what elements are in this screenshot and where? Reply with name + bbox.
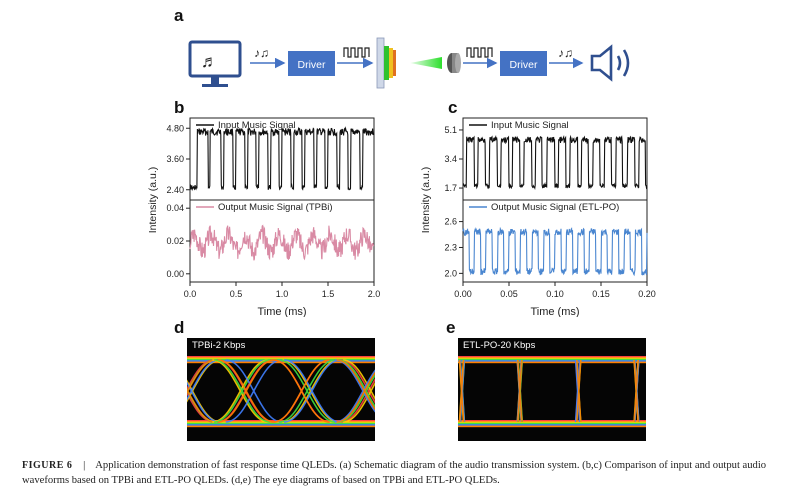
x-tick-label-c-2: 0.10 — [546, 289, 564, 299]
eye-trace-3-4 — [336, 359, 375, 423]
driver-label-left: Driver — [298, 59, 327, 71]
photodetector-icon — [447, 53, 461, 73]
chart-c: 0.00 0.05 0.10 0.15 0.20 Time (ms) Intensity (… — [420, 117, 656, 317]
y-axis-label-b: Intensity (a.u.) — [147, 167, 159, 234]
eye-trace-1-4 — [218, 359, 275, 423]
panel-letter-d: d — [174, 318, 185, 337]
eye-rail-top-3 — [187, 360, 375, 362]
y-tick-label-b-1-1: 0.02 — [166, 236, 184, 246]
series-line-b-0 — [189, 126, 375, 192]
caption-separator: | — [83, 460, 86, 471]
y-tick-label-c-1-2: 2.6 — [444, 217, 457, 227]
eye-trace-3-0 — [340, 359, 375, 423]
eye-rail-bottom-4 — [187, 425, 375, 428]
x-tick-label-c-0: 0.00 — [454, 289, 472, 299]
eye-rail-bottom-0 — [187, 420, 375, 422]
computer-with-music-icon: ♬ — [188, 40, 242, 87]
panel-letter-e: e — [446, 318, 456, 337]
legend-label-c-1: Output Music Signal (ETL-PO) — [491, 202, 619, 213]
x-tick-label-b-3: 1.5 — [322, 289, 335, 299]
eye-rail-bottom-1 — [458, 421, 646, 423]
x-tick-label-b-4: 2.0 — [368, 289, 381, 299]
eye-trace-3-1 — [342, 359, 375, 423]
y-tick-label-b-0-1: 3.60 — [166, 154, 184, 164]
eye-trace-1-1 — [212, 359, 269, 423]
schematic-diagram: ♬ ♪♫ Driver Driver ♪♫ — [188, 37, 630, 89]
y-tick-label-b-1-2: 0.04 — [166, 203, 184, 213]
eye-rail-bottom-0 — [458, 420, 646, 422]
legend-label-b-1: Output Music Signal (TPBi) — [218, 202, 333, 213]
legend-label-b-0: Input Music Signal — [218, 120, 296, 131]
y-tick-label-c-0-1: 3.4 — [444, 154, 457, 164]
caption-text: Application demonstration of fast respon… — [22, 460, 767, 486]
eye-trace-2-2 — [279, 359, 336, 423]
y-tick-label-b-1-0: 0.00 — [166, 269, 184, 279]
eye-rail-bottom-4 — [458, 425, 646, 428]
eye-rail-top-2 — [458, 358, 646, 361]
eye-trace-2-3 — [574, 359, 581, 423]
eye-label-d: TPBi-2 Kbps — [192, 340, 246, 351]
eye-trace-1-3 — [225, 359, 282, 423]
y-tick-label-c-0-0: 1.7 — [444, 183, 457, 193]
x-tick-label-b-1: 0.5 — [230, 289, 243, 299]
x-axis-label-c: Time (ms) — [530, 306, 579, 317]
music-note-icon: ♪♫ — [254, 46, 269, 60]
eye-trace-2-4 — [575, 359, 582, 423]
x-tick-label-c-1: 0.05 — [500, 289, 518, 299]
eye-rail-top-1 — [458, 357, 646, 359]
eye-trace-3-4 — [633, 359, 640, 423]
x-tick-label-c-4: 0.20 — [638, 289, 656, 299]
chart-b: 0.0 0.5 1.0 1.5 2.0 Time (ms) Intensity (a.u.)… — [147, 117, 381, 317]
qled-device-icon — [376, 37, 396, 89]
x-axis-label-b: Time (ms) — [257, 306, 306, 317]
legend-label-c-0: Input Music Signal — [491, 120, 569, 131]
series-line-b-1 — [189, 224, 375, 261]
eye-trace-0-4 — [187, 359, 216, 423]
panel-letter-c: c — [448, 98, 458, 117]
svg-text:♬: ♬ — [201, 52, 218, 71]
eye-trace-0-3 — [187, 359, 220, 423]
eye-diagram-d — [187, 338, 375, 441]
figure-caption: FIGURE 6 | Application demonstration of … — [22, 458, 774, 488]
eye-rail-bottom-2 — [458, 422, 646, 425]
eye-rail-top-0 — [187, 356, 375, 358]
x-tick-label-b-2: 1.0 — [276, 289, 289, 299]
caption-figure-label: FIGURE 6 — [22, 460, 73, 471]
square-pulse-icon-2 — [466, 47, 493, 58]
y-tick-label-c-1-1: 2.3 — [444, 242, 457, 252]
eye-trace-2-3 — [283, 359, 341, 423]
eye-rail-top-4 — [458, 361, 646, 364]
x-tick-label-c-3: 0.15 — [592, 289, 610, 299]
y-tick-label-b-0-0: 2.40 — [166, 185, 184, 195]
x-tick-label-b-0: 0.0 — [184, 289, 197, 299]
driver-box-right — [500, 51, 547, 76]
eye-trace-1-2 — [214, 359, 271, 423]
y-axis-label-c: Intensity (a.u.) — [420, 167, 432, 234]
eye-rail-bottom-3 — [187, 424, 375, 426]
y-tick-label-c-1-0: 2.0 — [444, 268, 457, 278]
y-tick-label-c-0-2: 5.1 — [444, 125, 457, 135]
driver-box-left — [288, 51, 335, 76]
eye-label-e: ETL-PO-20 Kbps — [463, 340, 536, 351]
eye-rail-bottom-3 — [458, 424, 646, 426]
light-beam — [410, 57, 442, 69]
eye-rail-top-3 — [458, 360, 646, 362]
eye-trace-0-4 — [458, 359, 465, 423]
square-pulse-icon — [343, 47, 370, 58]
y-tick-label-b-0-2: 4.80 — [166, 123, 184, 133]
eye-trace-3-3 — [334, 359, 375, 423]
series-line-c-1 — [462, 226, 648, 277]
eye-rail-bottom-2 — [187, 422, 375, 425]
series-line-c-0 — [462, 134, 648, 190]
eye-trace-2-4 — [273, 359, 330, 423]
driver-label-right: Driver — [510, 59, 539, 71]
eye-rail-top-0 — [458, 356, 646, 358]
eye-trace-1-4 — [516, 359, 523, 423]
music-note-icon-2: ♪♫ — [558, 46, 573, 60]
eye-rail-top-1 — [187, 357, 375, 359]
panel-letter-b: b — [174, 98, 185, 117]
panel-letter-a: a — [174, 6, 184, 25]
eye-diagram-e — [458, 338, 646, 441]
speaker-icon — [590, 44, 630, 82]
